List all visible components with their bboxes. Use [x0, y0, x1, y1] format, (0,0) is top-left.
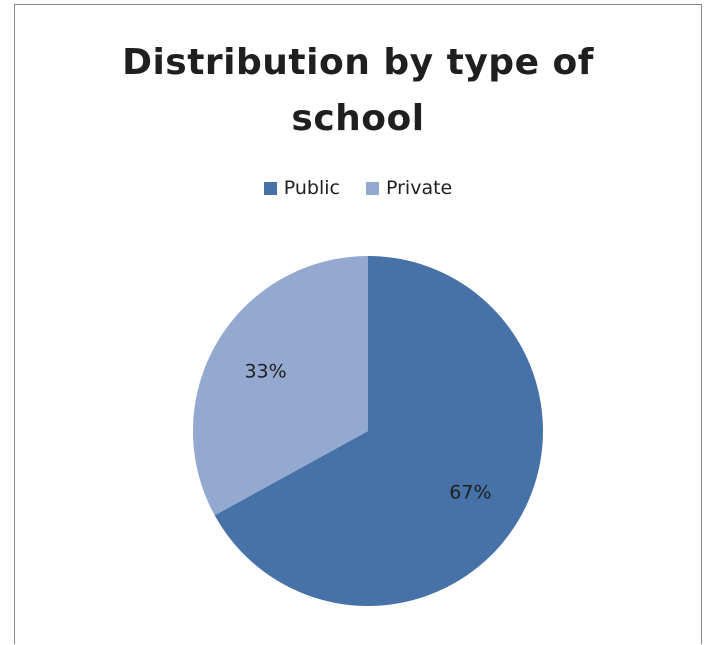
- legend-swatch-public: [263, 181, 277, 195]
- legend-swatch-private: [365, 181, 379, 195]
- pie-slice-private: [193, 256, 368, 516]
- legend-entry-private: Private: [365, 177, 453, 199]
- pie-chart: 67% 33%: [193, 256, 543, 607]
- legend-entry-public: Public: [263, 177, 340, 199]
- chart-title-line-2: school: [291, 98, 425, 139]
- data-label-public: 67%: [449, 482, 491, 504]
- legend-label-public: Public: [283, 177, 340, 199]
- pie-slice-public: [214, 256, 543, 607]
- chart-area: Distribution by type of school Public Pr…: [14, 4, 702, 644]
- data-label-private: 33%: [244, 360, 286, 382]
- legend-label-private: Private: [385, 177, 453, 199]
- chart-title: Distribution by type of school: [15, 35, 701, 147]
- legend: Public Private: [15, 177, 701, 199]
- chart-title-line-1: Distribution by type of: [122, 42, 594, 83]
